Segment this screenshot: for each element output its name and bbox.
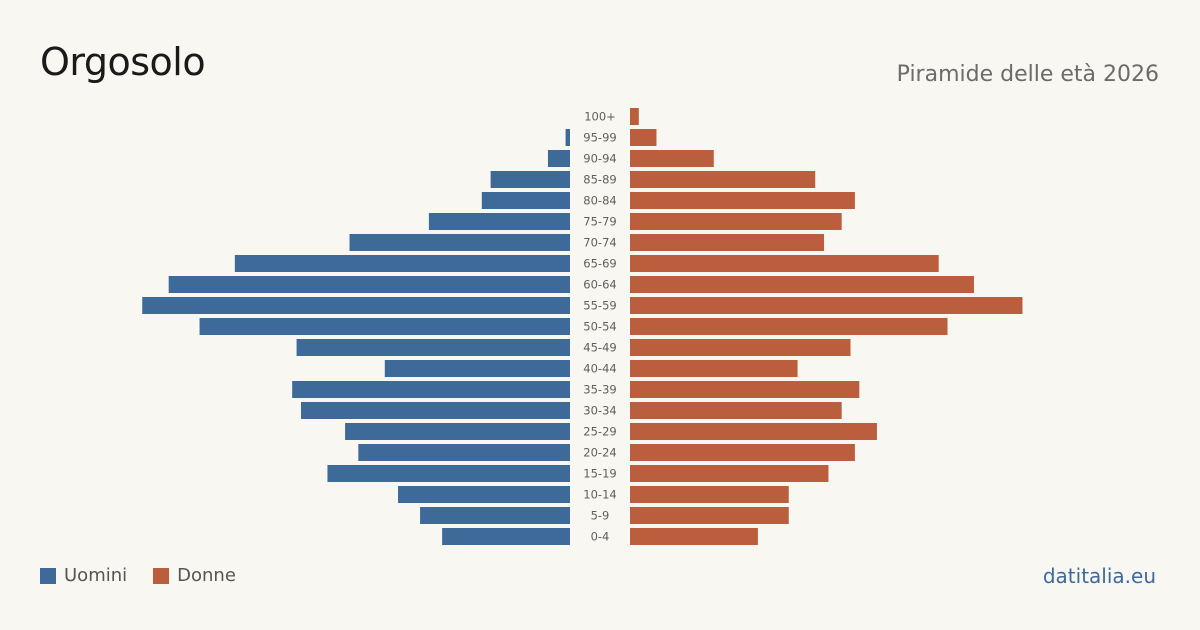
- legend-swatch-men: [40, 567, 56, 584]
- bar-men-0-4: [442, 528, 570, 545]
- bar-women-45-49: [630, 339, 851, 356]
- bar-men-20-24: [358, 444, 570, 461]
- bar-women-65-69: [630, 255, 939, 272]
- bar-women-5-9: [630, 507, 789, 524]
- bar-men-85-89: [490, 171, 570, 188]
- age-label-10-14: 10-14: [583, 488, 616, 502]
- bar-men-75-79: [428, 213, 570, 230]
- bar-women-60-64: [630, 276, 974, 293]
- bar-women-25-29: [630, 423, 877, 440]
- page-title: Orgosolo: [40, 40, 206, 84]
- bar-women-70-74: [630, 234, 825, 251]
- bar-women-100+: [630, 108, 639, 125]
- legend-label-men: Uomini: [64, 565, 128, 586]
- bar-women-95-99: [630, 129, 657, 146]
- bar-women-35-39: [630, 381, 860, 398]
- bar-men-10-14: [398, 486, 570, 503]
- bar-women-0-4: [630, 528, 758, 545]
- age-label-80-84: 80-84: [583, 194, 616, 208]
- bar-men-70-74: [349, 234, 570, 251]
- bar-men-25-29: [345, 423, 570, 440]
- bar-men-80-84: [481, 192, 570, 209]
- age-label-60-64: 60-64: [583, 278, 616, 292]
- age-label-95-99: 95-99: [583, 131, 616, 145]
- bar-men-35-39: [292, 381, 570, 398]
- source-link[interactable]: datitalia.eu: [1042, 564, 1156, 588]
- age-label-15-19: 15-19: [583, 467, 616, 481]
- bar-women-80-84: [630, 192, 855, 209]
- legend-item-women: Donne: [153, 565, 236, 586]
- bar-women-85-89: [630, 171, 816, 188]
- age-label-65-69: 65-69: [583, 257, 616, 271]
- bar-women-15-19: [630, 465, 829, 482]
- chart-legend: Uomini Donne: [40, 565, 252, 586]
- age-label-50-54: 50-54: [583, 320, 616, 334]
- age-label-40-44: 40-44: [583, 362, 616, 376]
- age-label-55-59: 55-59: [583, 299, 616, 313]
- age-label-70-74: 70-74: [583, 236, 616, 250]
- age-label-5-9: 5-9: [591, 509, 610, 523]
- legend-label-women: Donne: [177, 565, 236, 586]
- bar-women-75-79: [630, 213, 842, 230]
- bar-men-40-44: [384, 360, 570, 377]
- bar-men-55-59: [142, 297, 571, 314]
- bar-women-40-44: [630, 360, 798, 377]
- age-label-20-24: 20-24: [583, 446, 616, 460]
- age-label-25-29: 25-29: [583, 425, 616, 439]
- bar-men-15-19: [327, 465, 570, 482]
- bar-women-20-24: [630, 444, 855, 461]
- age-label-45-49: 45-49: [583, 341, 616, 355]
- bar-women-10-14: [630, 486, 789, 503]
- bar-women-90-94: [630, 150, 714, 167]
- bar-men-95-99: [565, 129, 570, 146]
- age-label-100+: 100+: [584, 110, 616, 124]
- bar-men-5-9: [420, 507, 570, 524]
- age-label-90-94: 90-94: [583, 152, 616, 166]
- bar-men-45-49: [296, 339, 570, 356]
- age-label-75-79: 75-79: [583, 215, 616, 229]
- bar-women-55-59: [630, 297, 1023, 314]
- bar-men-90-94: [547, 150, 570, 167]
- bar-men-65-69: [234, 255, 570, 272]
- bar-women-30-34: [630, 402, 842, 419]
- bar-women-50-54: [630, 318, 948, 335]
- bar-men-50-54: [199, 318, 570, 335]
- age-label-85-89: 85-89: [583, 173, 616, 187]
- bar-men-60-64: [168, 276, 570, 293]
- chart-subtitle: Piramide delle età 2026: [896, 62, 1159, 87]
- bar-men-30-34: [300, 402, 570, 419]
- legend-item-men: Uomini: [40, 565, 127, 586]
- age-label-35-39: 35-39: [583, 383, 616, 397]
- legend-swatch-women: [153, 567, 170, 584]
- age-label-0-4: 0-4: [591, 530, 610, 544]
- age-label-30-34: 30-34: [583, 404, 616, 418]
